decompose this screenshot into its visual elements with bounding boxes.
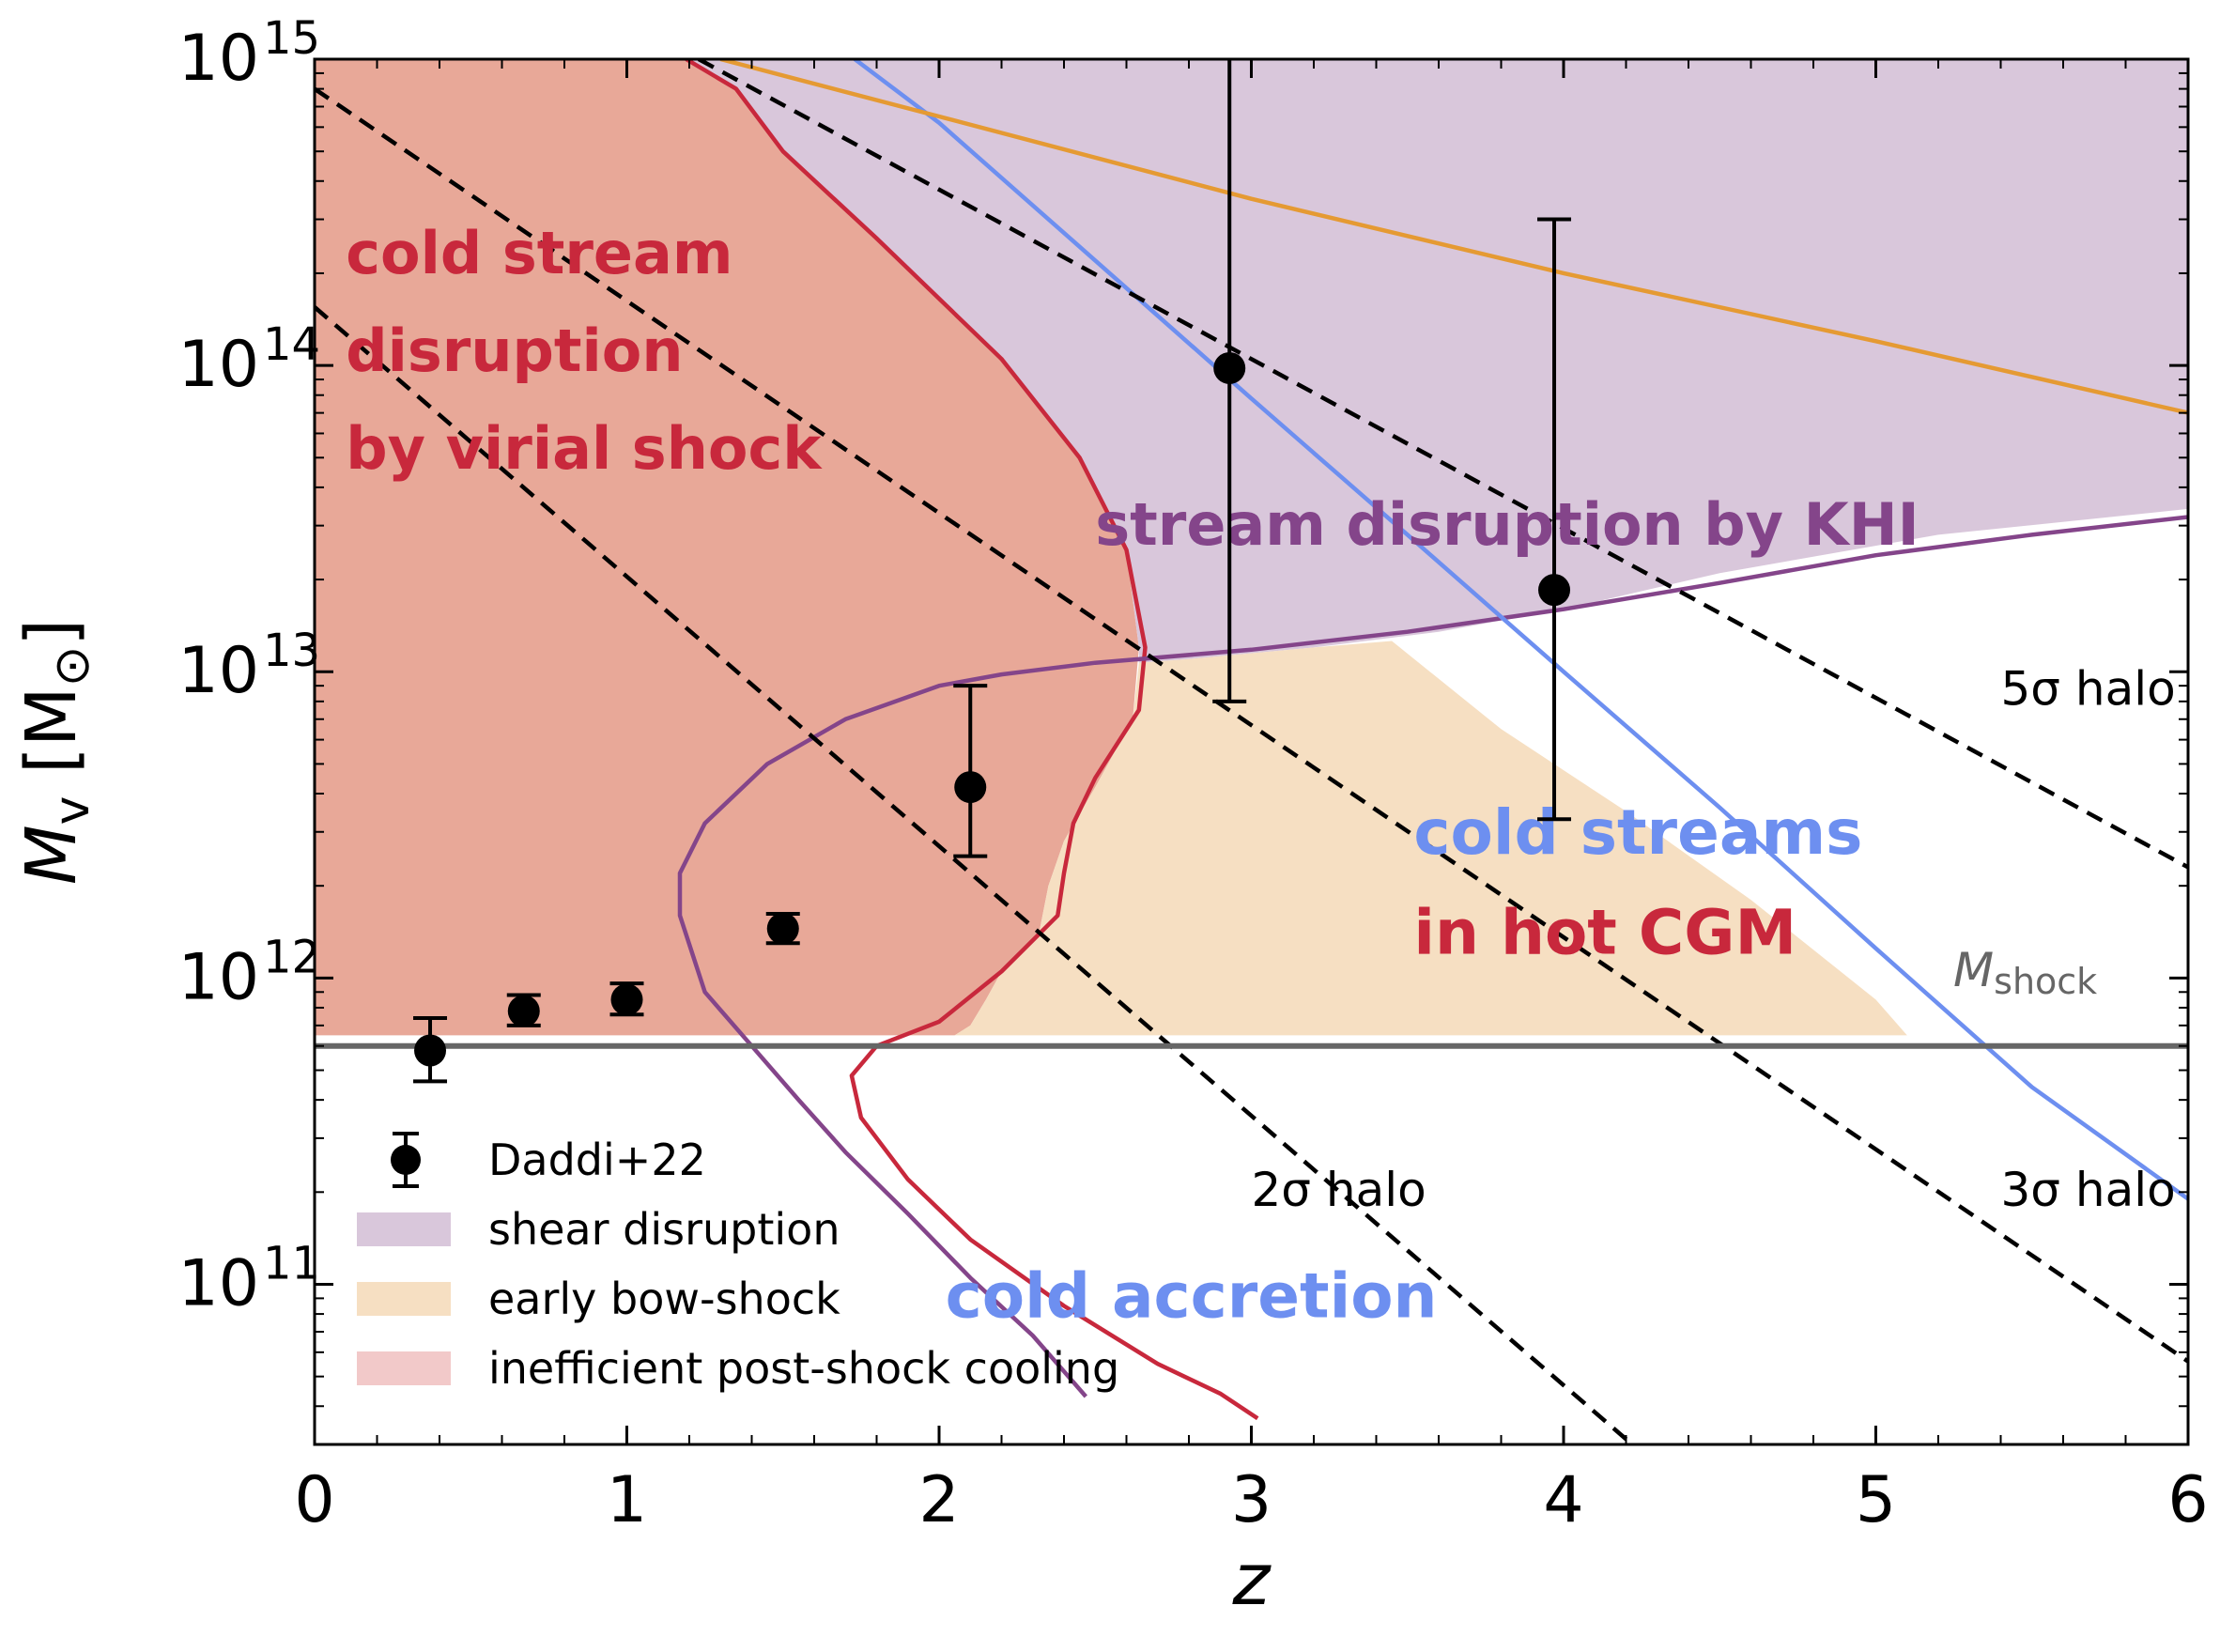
legend-swatch: [357, 1212, 451, 1246]
datapoint-4: [953, 684, 988, 858]
halo-line-1: [315, 86, 2188, 1364]
y-tick-label: 10: [177, 22, 259, 96]
y-tick-exp: 12: [263, 931, 320, 983]
marker: [507, 995, 540, 1027]
y-tick-exp: 15: [263, 12, 320, 65]
annotation-6: cold accretion: [946, 1260, 1438, 1333]
daddi-points: [413, 59, 1572, 1084]
legend-swatch: [357, 1351, 451, 1385]
x-tick-label: 5: [1856, 1463, 1896, 1537]
annotation-7: 2σ halo: [1252, 1163, 1426, 1217]
datapoint-1: [506, 993, 541, 1027]
marker: [1538, 574, 1571, 607]
y-tick-label: 10: [177, 328, 259, 402]
mshock-label: Mshock: [1953, 943, 2097, 1002]
annotations: cold stream disruption by virial shock stre…: [346, 219, 2175, 1333]
y-tick-exp: 13: [263, 625, 320, 677]
legend-label: early bow-shock: [488, 1274, 840, 1324]
marker: [954, 771, 987, 804]
x-tick-label: 2: [918, 1463, 959, 1537]
legend-label: Daddi+22: [488, 1135, 706, 1185]
curve-blue: [853, 59, 2188, 1201]
x-tick-label: 3: [1231, 1463, 1272, 1537]
annotation-1: disruption: [346, 317, 683, 385]
x-tick-label: 1: [607, 1463, 647, 1537]
annotation-3: stream disruption by KHI: [1095, 490, 1919, 559]
curve-purple: [677, 515, 2188, 1398]
x-tick-label: 4: [1543, 1463, 1583, 1537]
curve-orange: [719, 59, 2188, 415]
marker: [766, 912, 799, 945]
halo-line-0: [315, 305, 1634, 1444]
x-tick-label: 0: [294, 1463, 334, 1537]
datapoint-3: [765, 912, 800, 946]
legend-item-3: inefficient post-shock cooling: [357, 1343, 1119, 1394]
shaded-regions: [315, 59, 2188, 1036]
region-inefficient-post-shock-cooling: [315, 59, 1139, 1036]
annotation-2: by virial shock: [346, 414, 823, 483]
legend-label: inefficient post-shock cooling: [488, 1343, 1119, 1394]
region-early-bow-shock: [954, 641, 1907, 1036]
x-axis-label: z: [1232, 1537, 1272, 1621]
halo-lines: [315, 59, 2188, 1444]
marker: [610, 983, 643, 1016]
datapoint-5: [1212, 59, 1247, 703]
legend: Daddi+22 shear disruption early bow-shock i…: [357, 1132, 1119, 1394]
y-tick-label: 10: [177, 1246, 259, 1320]
legend-label: shear disruption: [488, 1204, 840, 1255]
annotation-8: 3σ halo: [2001, 1163, 2176, 1217]
annotation-9: 5σ halo: [2001, 661, 2176, 716]
legend-item-0: Daddi+22: [391, 1132, 706, 1188]
annotation-5: in hot CGM: [1413, 897, 1796, 969]
halo-line-2: [697, 59, 2188, 870]
annotation-0: cold stream: [346, 219, 732, 287]
region-shear-disruption: [686, 59, 2188, 663]
y-tick-label: 10: [177, 940, 259, 1014]
y-axis-label: Mv [M⊙]: [11, 619, 100, 885]
x-tick-label: 6: [2167, 1463, 2208, 1537]
legend-item-2: early bow-shock: [357, 1274, 840, 1324]
marker: [414, 1034, 447, 1067]
y-tick-exp: 14: [263, 318, 320, 371]
y-tick-exp: 11: [263, 1237, 320, 1289]
marker: [1213, 351, 1246, 384]
boundary-curves: [677, 59, 2188, 1421]
datapoint-0: [413, 1016, 448, 1084]
y-tick-label: 10: [177, 634, 259, 708]
datapoint-6: [1537, 217, 1572, 822]
legend-swatch: [357, 1282, 451, 1316]
datapoint-2: [609, 981, 644, 1017]
curve-red: [685, 59, 1259, 1421]
legend-item-1: shear disruption: [357, 1204, 840, 1255]
legend-marker: [391, 1145, 421, 1175]
annotation-4: cold streams: [1413, 796, 1862, 869]
